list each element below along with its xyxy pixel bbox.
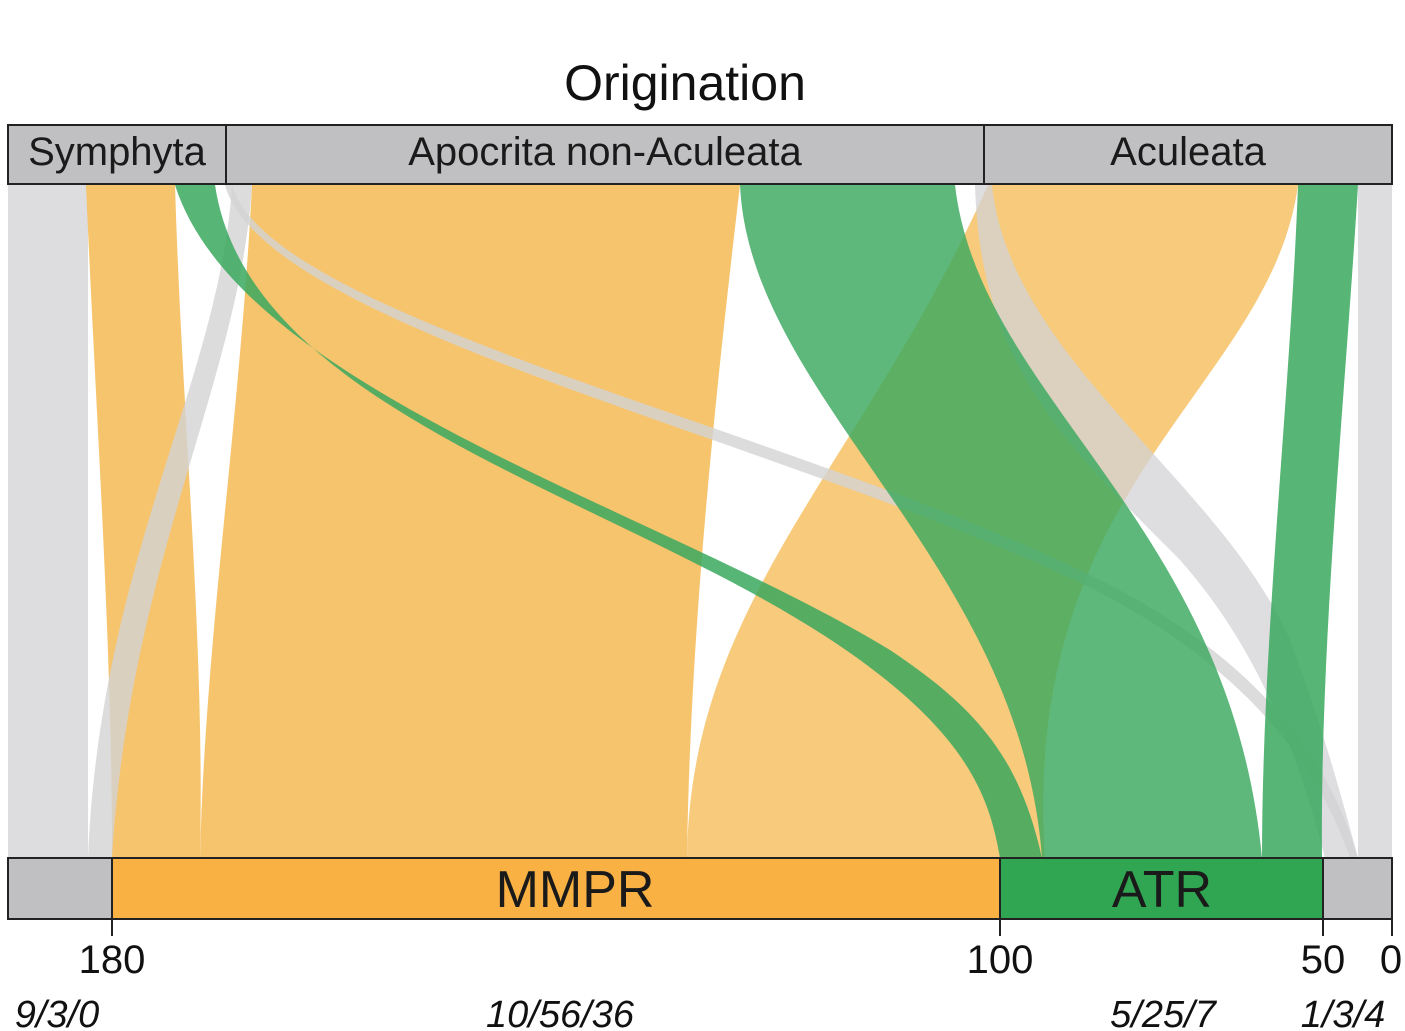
bottom-box-atr [999, 857, 1324, 920]
top-box-apocrita [225, 124, 985, 185]
top-category-bar: Symphyta Apocrita non-Aculeata Aculeata [7, 124, 1393, 185]
top-label-symphyta: Symphyta [28, 130, 207, 174]
top-label-aculeata: Aculeata [1110, 130, 1266, 174]
ratio-labels: 9/3/0 10/56/36 5/25/7 1/3/4 [15, 994, 1386, 1031]
ratio-label-3: 5/25/7 [1110, 994, 1218, 1031]
flow-aculeata-neutral [975, 185, 1358, 858]
ratio-label-1: 9/3/0 [15, 994, 100, 1031]
tick-label-50: 50 [1301, 938, 1346, 982]
bottom-box-neutral-left [7, 857, 113, 920]
ratio-label-2: 10/56/36 [486, 994, 635, 1031]
top-label-apocrita: Apocrita non-Aculeata [408, 130, 802, 174]
bottom-label-atr: ATR [1112, 861, 1212, 919]
right-neutral-strip [1358, 185, 1392, 858]
flow-symphyta-neutral [88, 185, 252, 858]
top-box-aculeata [983, 124, 1393, 185]
flow-layer [8, 185, 1392, 858]
flow-aculeata-to-atr [1262, 185, 1358, 858]
flow-apocrita-to-atr [740, 185, 1262, 858]
left-neutral-strip [8, 185, 88, 858]
bottom-category-bar: MMPR ATR [7, 857, 1393, 920]
diagram-title: Origination [564, 55, 806, 111]
top-box-symphyta [7, 124, 227, 185]
tick-label-100: 100 [967, 938, 1034, 982]
tick-label-0: 0 [1380, 938, 1402, 982]
tick-label-180: 180 [79, 938, 146, 982]
bottom-label-mmpr: MMPR [496, 861, 655, 919]
bottom-box-neutral-right [1322, 857, 1393, 920]
axis: 180 100 50 0 [79, 919, 1402, 982]
flow-apocrita-to-mmpr [200, 185, 740, 858]
ratio-label-4: 1/3/4 [1301, 994, 1386, 1031]
